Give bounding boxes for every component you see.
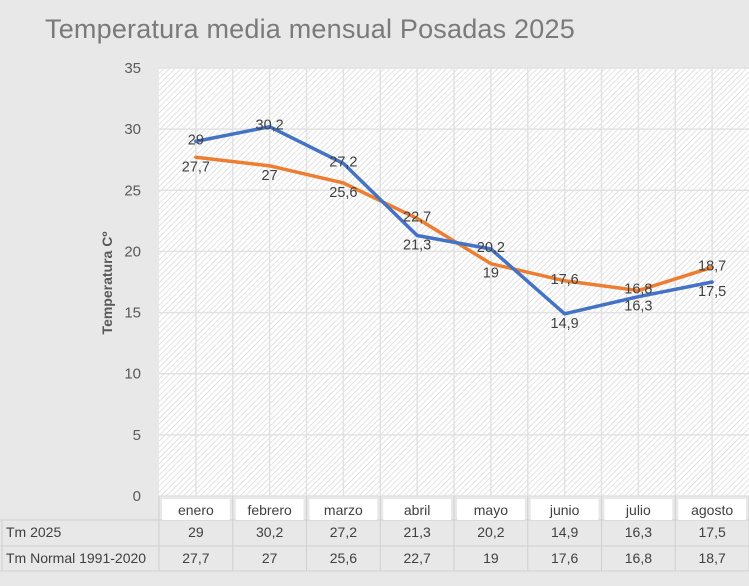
y-tick-label: 5	[133, 427, 141, 444]
data-label: 16,3	[624, 299, 652, 315]
table-cell-bg	[383, 499, 451, 520]
x-tick-label: abril	[404, 502, 430, 518]
x-tick-label: febrero	[247, 502, 292, 518]
table-value: 27,7	[182, 550, 209, 566]
data-label: 18,7	[698, 258, 726, 274]
legend-series-name: Tm 2025	[6, 524, 61, 540]
table-value: 17,6	[551, 550, 578, 566]
table-cell-bg	[162, 499, 230, 520]
y-tick-label: 0	[133, 488, 141, 505]
y-tick-label: 25	[124, 182, 141, 199]
data-label: 21,3	[403, 238, 431, 254]
x-tick-label: marzo	[324, 502, 363, 518]
data-label: 27,2	[329, 154, 357, 170]
x-tick-label: mayo	[474, 502, 508, 518]
series-line	[194, 124, 714, 316]
table-value: 17,5	[699, 524, 726, 540]
data-label: 22,7	[403, 209, 431, 225]
table-value: 16,8	[625, 550, 652, 566]
table-value: 27	[262, 550, 278, 566]
table-cell-bg	[678, 499, 746, 520]
table-value: 27,2	[330, 524, 357, 540]
table-value: 18,7	[699, 550, 726, 566]
table-value: 22,7	[404, 550, 431, 566]
data-label: 20,2	[477, 240, 505, 256]
table-cell-bg	[309, 499, 378, 520]
data-label: 29	[188, 132, 204, 148]
data-label: 16,8	[624, 282, 652, 298]
y-tick-label: 30	[124, 121, 141, 138]
data-label: 27,7	[182, 159, 210, 175]
data-label: 19	[483, 266, 499, 282]
y-axis-label: Temperatura Cº	[99, 232, 115, 335]
table-cell-bg	[604, 499, 673, 520]
data-label: 25,6	[329, 185, 357, 201]
table-cell-bg	[235, 499, 304, 520]
y-tick-label: 15	[124, 305, 141, 322]
table-value: 20,2	[477, 524, 504, 540]
table-value: 25,6	[330, 550, 357, 566]
table-value: 29	[188, 524, 204, 540]
table-cell-bg	[530, 499, 599, 520]
table-value: 14,9	[551, 524, 578, 540]
data-label: 17,5	[698, 284, 726, 300]
y-tick-label: 10	[124, 366, 141, 383]
x-tick-label: julio	[625, 502, 651, 518]
data-label: 27	[262, 168, 278, 184]
legend-series-name: Tm Normal 1991-2020	[6, 550, 146, 566]
x-tick-label: agosto	[691, 502, 733, 518]
data-label: 17,6	[551, 272, 579, 288]
table-value: 30,2	[256, 524, 283, 540]
table-value: 16,3	[625, 524, 652, 540]
table-cell-bg	[457, 499, 525, 520]
table-value: 21,3	[404, 524, 431, 540]
y-tick-label: 20	[124, 243, 141, 260]
x-tick-label: enero	[178, 502, 214, 518]
x-tick-label: junio	[549, 502, 580, 518]
table-value: 19	[483, 550, 499, 566]
data-label: 14,9	[551, 316, 579, 332]
chart-title: Temperatura media mensual Posadas 2025	[45, 14, 575, 44]
y-tick-label: 35	[124, 60, 141, 77]
data-label: 30,2	[256, 118, 284, 134]
